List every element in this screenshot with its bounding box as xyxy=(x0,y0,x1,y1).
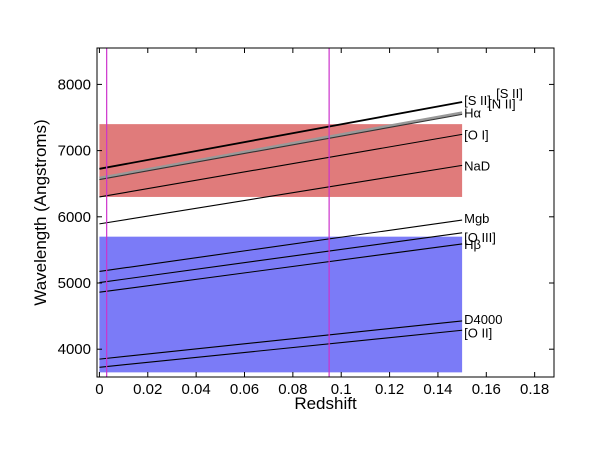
x-tick-label: 0.16 xyxy=(472,381,501,398)
line-labels-layer: [S II] [S II][N II] Hα [O I] NaD Mgb [O III]Hβ… xyxy=(464,86,523,340)
series-line-4 xyxy=(99,113,463,181)
x-tick-label: 0.1 xyxy=(331,381,352,398)
x-tick-label: 0.04 xyxy=(182,381,211,398)
series-label-6: NaD xyxy=(464,158,490,173)
bands-layer xyxy=(99,124,463,373)
series-line-5 xyxy=(99,133,463,198)
x-axis-title: Redshift xyxy=(294,394,357,413)
y-tick-label: 8000 xyxy=(58,76,91,93)
wavelength-band-2 xyxy=(99,236,463,373)
series-label-9: Hβ xyxy=(464,237,481,252)
series-label-11: [O II] xyxy=(464,325,492,340)
y-axis-title: Wavelength (Angstroms) xyxy=(31,119,50,305)
series-line-1 xyxy=(99,101,463,170)
series-label-4: Hα xyxy=(464,105,481,120)
x-tick-label: 0.12 xyxy=(375,381,404,398)
series-line-10 xyxy=(99,320,463,360)
y-ticks-layer: 4000 5000 6000 7000 8000 xyxy=(58,76,554,358)
x-tick-label: 0 xyxy=(95,381,103,398)
y-tick-label: 4000 xyxy=(58,341,91,358)
y-tick-label: 7000 xyxy=(58,143,91,160)
series-label-7: Mgb xyxy=(464,211,489,226)
x-tick-label: 0.08 xyxy=(278,381,307,398)
series-line-11 xyxy=(99,329,463,368)
lines-layer xyxy=(99,101,463,368)
x-tick-label: 0.18 xyxy=(520,381,549,398)
series-label-5: [O I] xyxy=(464,127,489,142)
series-label-10: D4000 xyxy=(464,312,502,327)
series-label-1: [S II] xyxy=(464,93,491,108)
series-label-2: [S II] xyxy=(496,86,523,101)
series-label-8: [O III] xyxy=(464,230,496,245)
x-tick-label: 0.02 xyxy=(133,381,162,398)
vlines-layer xyxy=(106,48,330,377)
series-line-9 xyxy=(99,243,463,293)
series-line-8 xyxy=(99,232,463,284)
y-tick-label: 5000 xyxy=(58,275,91,292)
series-line-7 xyxy=(99,219,463,272)
series-line-6 xyxy=(99,164,463,225)
x-tick-label: 0.06 xyxy=(230,381,259,398)
plot-frame xyxy=(96,47,555,378)
series-line-3 xyxy=(99,111,463,180)
series-label-3: [N II] xyxy=(488,97,515,112)
x-ticks-layer: 0 0.02 0.04 0.06 0.08 0.1 0.12 0.14 0.16 0.18 xyxy=(95,48,549,398)
y-tick-label: 6000 xyxy=(58,209,91,226)
x-tick-label: 0.14 xyxy=(423,381,452,398)
